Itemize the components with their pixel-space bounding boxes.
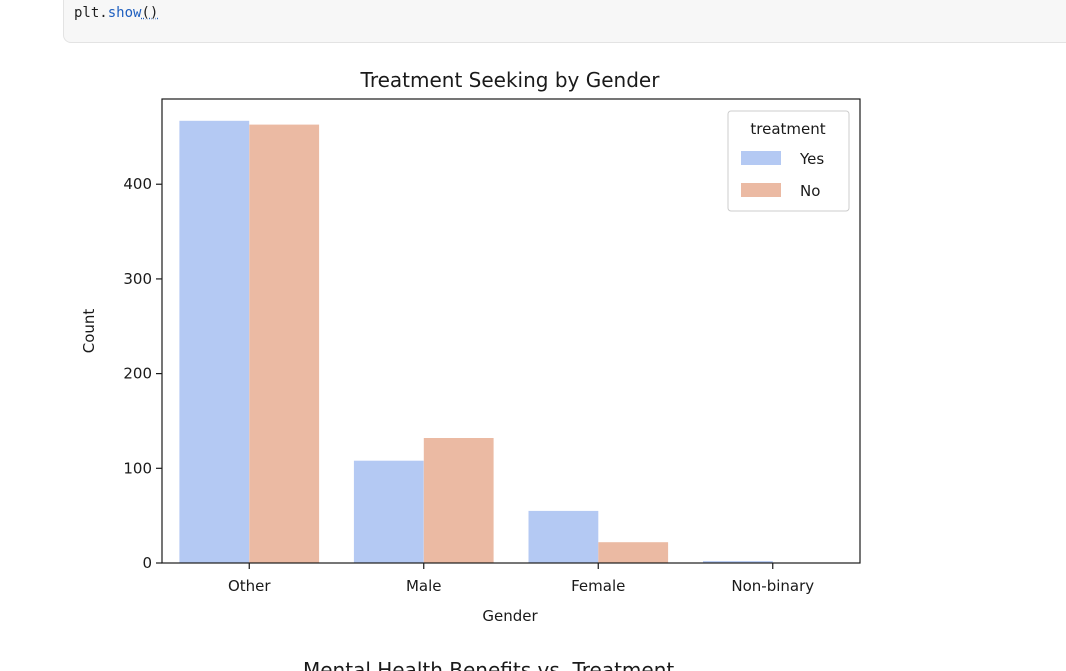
next-chart-title: Mental Health Benefits vs. Treatment: [303, 658, 675, 671]
plot-frame: [161, 98, 861, 564]
x-axis: Other Male Female Non-binary: [228, 563, 814, 595]
x-tick-label: Male: [406, 577, 442, 595]
legend-label-no: No: [800, 182, 820, 200]
bar-no-other: [249, 124, 320, 563]
code-object: plt: [74, 5, 100, 21]
legend-swatch-yes: [741, 151, 781, 165]
legend: treatment Yes No: [727, 110, 850, 212]
legend-title: treatment: [750, 120, 825, 138]
code-parens: (): [141, 5, 159, 21]
bar-yes-female: [528, 510, 599, 563]
bars-layer: [179, 120, 773, 564]
bar-yes-non-binary: [703, 561, 773, 563]
code-method: show: [107, 5, 142, 21]
x-tick-label: Other: [228, 577, 271, 595]
y-tick-label: 400: [123, 175, 152, 193]
y-tick-label: 200: [123, 365, 152, 383]
code-cell[interactable]: [63, 0, 1066, 43]
legend-swatch-no: [741, 183, 781, 197]
code-dot: .: [99, 5, 108, 21]
legend-label-yes: Yes: [799, 150, 824, 168]
y-axis-label: Count: [80, 309, 98, 354]
bar-no-male: [423, 438, 494, 563]
chart-title: Treatment Seeking by Gender: [360, 68, 661, 92]
bar-yes-male: [353, 460, 424, 563]
y-tick-label: 0: [142, 554, 152, 572]
x-tick-label: Non-binary: [731, 577, 814, 595]
x-tick-label: Female: [571, 577, 625, 595]
bar-no-female: [598, 542, 669, 563]
bar-yes-other: [179, 120, 250, 564]
y-tick-label: 300: [123, 270, 152, 288]
y-tick-label: 100: [123, 459, 152, 477]
code-line: plt.show(): [74, 4, 158, 22]
x-axis-label: Gender: [482, 607, 538, 625]
y-axis: 0 100 200 300 400: [123, 175, 162, 572]
